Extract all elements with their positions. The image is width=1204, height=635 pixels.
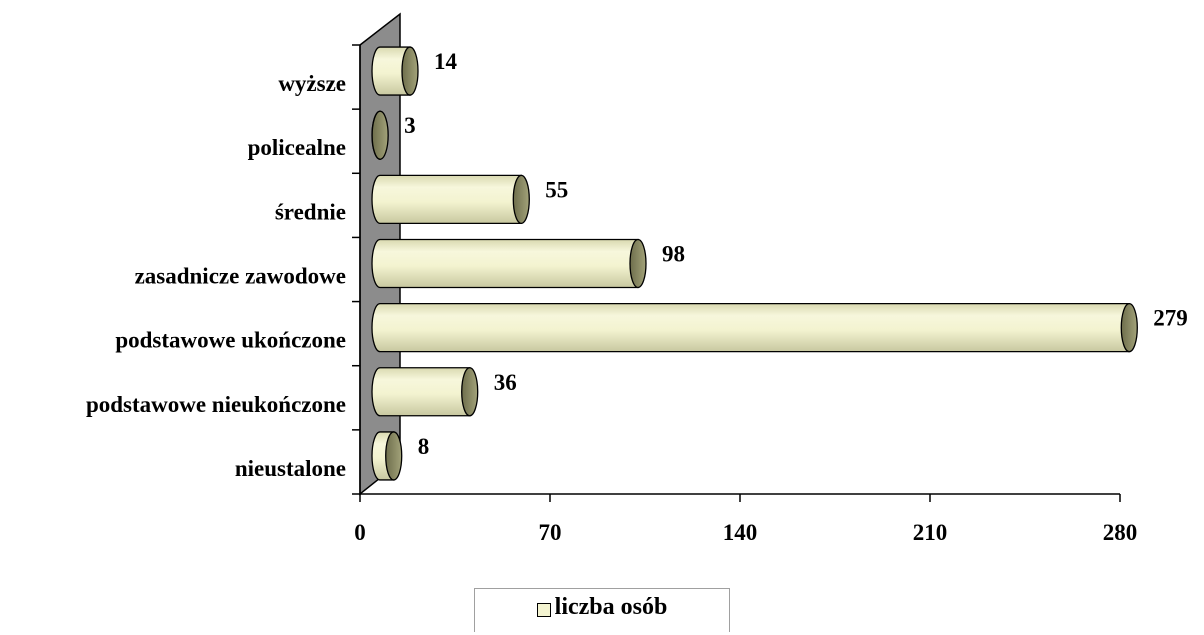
- legend-label: liczba osób: [554, 594, 668, 620]
- bar-cap: [385, 431, 403, 481]
- legend: liczba osób: [474, 588, 730, 632]
- data-label: 8: [418, 434, 430, 459]
- bar-body: [371, 302, 1130, 353]
- data-label: 279: [1153, 306, 1188, 331]
- category-label: wyższe: [278, 71, 346, 96]
- data-label: 3: [404, 113, 416, 138]
- bar-cap: [461, 367, 479, 417]
- x-tick-label: 70: [539, 520, 562, 545]
- x-tick-label: 140: [723, 520, 758, 545]
- bar-cap: [401, 46, 419, 96]
- data-label: 98: [662, 242, 685, 267]
- data-label: 14: [434, 49, 458, 74]
- bar: [371, 367, 479, 417]
- bar-body: [371, 46, 411, 96]
- bar: [371, 110, 389, 160]
- bar: [371, 174, 530, 225]
- category-label: policealne: [248, 135, 346, 160]
- bar-body: [371, 174, 522, 225]
- bar: [371, 302, 1138, 353]
- bar-cap: [1120, 302, 1138, 353]
- bar-cap: [512, 174, 530, 225]
- category-label: średnie: [275, 199, 346, 224]
- category-label: nieustalone: [235, 456, 346, 481]
- legend-swatch: [536, 602, 551, 617]
- bar: [371, 238, 647, 289]
- data-label: 55: [545, 177, 568, 202]
- x-tick-label: 210: [913, 520, 948, 545]
- category-label: zasadnicze zawodowe: [135, 264, 346, 289]
- x-tick-label: 0: [354, 520, 366, 545]
- bar-cap: [629, 238, 647, 289]
- bar: [371, 46, 419, 96]
- bar: [371, 431, 403, 481]
- category-label: podstawowe nieukończone: [86, 392, 346, 417]
- bar-cap: [371, 110, 389, 160]
- data-label: 36: [494, 370, 517, 395]
- category-label: podstawowe ukończone: [115, 328, 346, 353]
- bar-body: [371, 238, 639, 289]
- x-tick-label: 280: [1103, 520, 1138, 545]
- bar-body: [371, 367, 471, 417]
